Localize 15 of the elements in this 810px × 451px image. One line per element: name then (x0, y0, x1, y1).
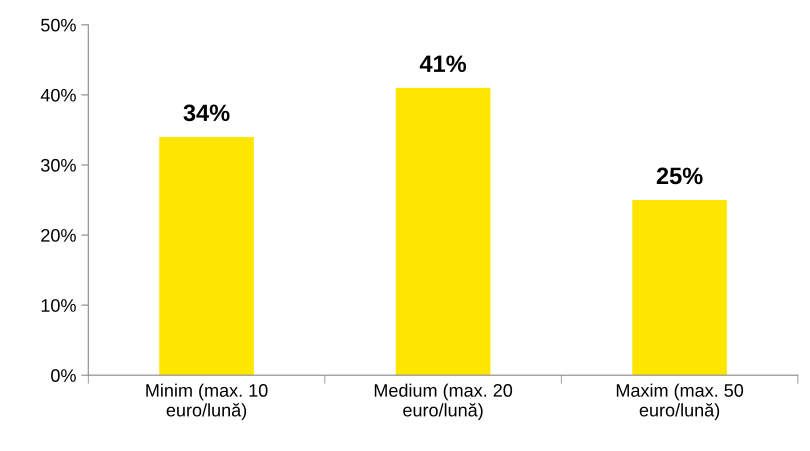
data-label: 41% (420, 55, 466, 72)
y-tick-label: 10% (42, 299, 76, 312)
y-tick-label: 0% (51, 369, 76, 382)
y-tick-label: 20% (41, 228, 76, 242)
y-tick-label: 50% (41, 18, 76, 32)
x-tick-label: Medium (max. 20 euro/lună) (374, 384, 512, 420)
y-tick-label: 30% (41, 158, 76, 172)
x-tick-label: Minim (max. 10 euro/lună) (146, 384, 268, 420)
bar (632, 200, 727, 376)
data-label: 25% (656, 168, 703, 184)
bar (396, 88, 490, 376)
bar (159, 136, 254, 376)
y-tick-label: 40% (40, 88, 76, 102)
data-label: 34% (183, 104, 230, 122)
x-tick-label: Maxim (max. 50 euro/lună) (616, 384, 744, 420)
